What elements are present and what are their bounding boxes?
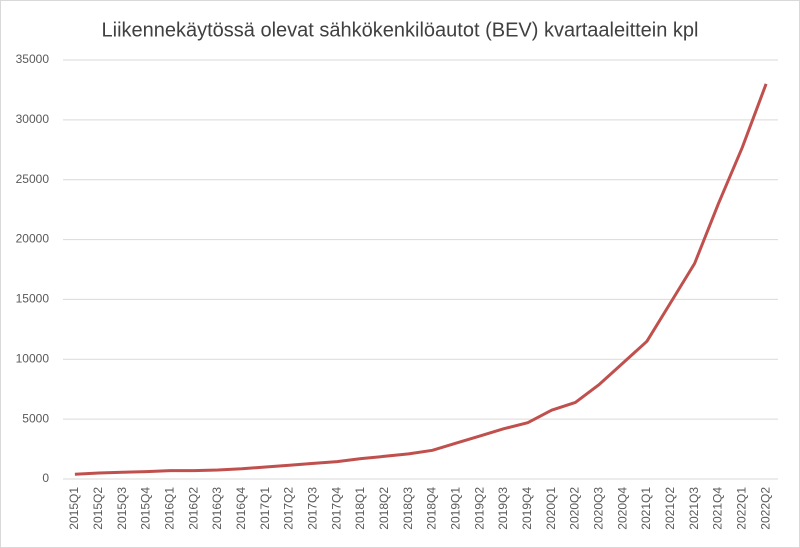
x-tick-label: 2021Q4 — [711, 487, 725, 530]
x-tick-label: 2017Q3 — [305, 487, 319, 530]
y-tick-label: 20000 — [16, 232, 50, 246]
x-tick-label: 2018Q4 — [425, 487, 439, 530]
x-tick-label: 2017Q4 — [329, 487, 343, 530]
x-tick-label: 2019Q4 — [520, 487, 534, 530]
x-tick-label: 2016Q3 — [210, 487, 224, 530]
chart-title: Liikennekäytössä olevat sähkökenkilöauto… — [102, 19, 699, 41]
y-tick-label: 5000 — [22, 411, 49, 425]
y-tick-label: 10000 — [16, 351, 50, 365]
x-tick-label: 2019Q3 — [496, 487, 510, 530]
x-tick-label: 2017Q1 — [258, 487, 272, 530]
x-tick-label: 2015Q3 — [115, 487, 129, 530]
x-tick-label: 2020Q1 — [544, 487, 558, 530]
x-tick-label: 2018Q1 — [353, 487, 367, 530]
y-tick-label: 15000 — [16, 292, 50, 306]
x-tick-label: 2022Q2 — [758, 487, 772, 530]
x-tick-label: 2020Q3 — [591, 487, 605, 530]
x-tick-label: 2021Q3 — [687, 487, 701, 530]
y-tick-label: 0 — [42, 471, 49, 485]
x-tick-label: 2016Q1 — [162, 487, 176, 530]
x-tick-label: 2015Q2 — [91, 487, 105, 530]
x-tick-label: 2016Q4 — [234, 487, 248, 530]
x-tick-label: 2018Q3 — [401, 487, 415, 530]
y-tick-label: 25000 — [16, 172, 50, 186]
x-tick-label: 2022Q1 — [734, 487, 748, 530]
y-tick-label: 30000 — [16, 112, 50, 126]
x-tick-label: 2016Q2 — [186, 487, 200, 530]
x-tick-label: 2015Q1 — [67, 487, 81, 530]
x-tick-label: 2017Q2 — [282, 487, 296, 530]
x-tick-label: 2019Q1 — [448, 487, 462, 530]
x-tick-label: 2018Q2 — [377, 487, 391, 530]
data-line — [74, 83, 768, 476]
x-tick-label: 2020Q4 — [615, 487, 629, 530]
y-tick-label: 35000 — [16, 52, 50, 66]
x-tick-label: 2021Q2 — [663, 487, 677, 530]
x-tick-label: 2020Q2 — [568, 487, 582, 530]
x-tick-label: 2019Q2 — [472, 487, 486, 530]
x-tick-label: 2021Q1 — [639, 487, 653, 530]
x-tick-label: 2015Q4 — [139, 487, 153, 530]
